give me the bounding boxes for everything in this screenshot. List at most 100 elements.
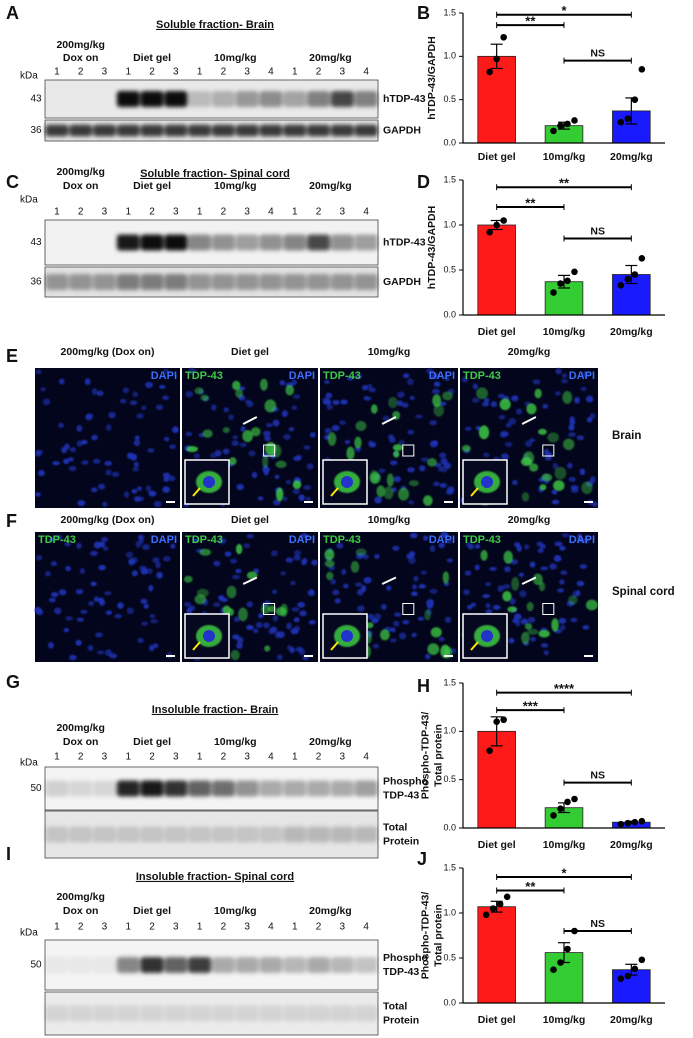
column-title: 10mg/kg [368, 346, 411, 358]
nucleus [560, 624, 566, 631]
nucleus [511, 395, 519, 402]
nucleus [125, 551, 134, 559]
nucleus [159, 384, 166, 389]
bands [116, 234, 378, 251]
lane-number: 3 [102, 752, 108, 763]
nucleus [122, 387, 130, 394]
nucleus [429, 588, 438, 594]
lane-number: 2 [78, 752, 84, 763]
nucleus [374, 496, 382, 504]
nucleus [357, 605, 365, 612]
nucleus [407, 467, 415, 473]
nucleus [551, 489, 558, 495]
group-label: 20mg/kg [309, 180, 352, 192]
nucleus [140, 568, 148, 575]
nucleus [438, 636, 445, 642]
lane-number: 2 [78, 207, 84, 218]
data-point [557, 959, 564, 966]
band [188, 826, 212, 843]
channel-label: TDP-43 [323, 370, 361, 382]
nucleus [286, 645, 293, 650]
data-point [486, 747, 493, 754]
band [116, 957, 140, 973]
nucleus [65, 616, 73, 621]
nucleus [36, 554, 43, 561]
nucleus [163, 436, 170, 442]
data-point [564, 798, 571, 806]
nucleus [258, 613, 264, 619]
nucleus [398, 632, 407, 640]
data-point [550, 812, 557, 819]
channel-label: DAPI [569, 370, 595, 382]
lane-number: 1 [125, 207, 131, 218]
nucleus [292, 394, 301, 399]
nucleus [421, 457, 430, 462]
error-bar [558, 274, 570, 289]
column-title: 20mg/kg [508, 346, 551, 358]
nucleus [65, 565, 72, 572]
nucleus [498, 414, 506, 420]
bar [477, 730, 516, 829]
y-tick-label: 0.5 [443, 952, 456, 962]
cell [430, 627, 442, 638]
band [283, 957, 307, 973]
band-label: GAPDH [383, 124, 421, 136]
band [116, 124, 140, 137]
cell [503, 550, 513, 564]
band [116, 780, 140, 797]
band [69, 780, 93, 797]
nucleus [257, 496, 264, 501]
band [164, 957, 188, 973]
nucleus [80, 439, 88, 445]
nucleus [532, 379, 541, 385]
nucleus [420, 570, 427, 575]
nucleus [467, 543, 474, 550]
nucleus [576, 435, 585, 441]
significance-bracket [563, 57, 632, 64]
band [211, 780, 235, 797]
group-label: Dox on [63, 905, 99, 917]
kda-marker: 50 [30, 783, 42, 794]
nucleus [145, 485, 152, 492]
nucleus [246, 533, 254, 539]
nucleus [439, 483, 447, 489]
significance-label: ** [559, 176, 570, 191]
cell [259, 378, 268, 391]
tdp43-cells [462, 550, 598, 645]
nucleus [483, 452, 490, 458]
white-arrow [521, 576, 537, 585]
band [188, 91, 212, 107]
nucleus [367, 613, 375, 620]
nucleus [519, 590, 527, 598]
nucleus [543, 650, 550, 656]
band [283, 274, 307, 290]
nucleus [141, 621, 148, 626]
nucleus [527, 616, 536, 624]
nucleus [464, 570, 472, 576]
nucleus [75, 589, 84, 595]
nucleus [270, 550, 278, 557]
band [354, 274, 378, 290]
cell [393, 450, 400, 458]
band [330, 826, 354, 843]
cell [392, 444, 404, 451]
nucleus [555, 391, 561, 396]
nucleus [90, 487, 98, 493]
nucleus [124, 491, 130, 498]
nucleus [58, 422, 64, 428]
cell [538, 428, 547, 435]
nucleus [152, 557, 160, 564]
data-point [631, 965, 639, 973]
channel-label: TDP-43 [463, 370, 501, 382]
white-arrow [242, 576, 258, 585]
roi-box [263, 444, 276, 457]
nucleus [131, 488, 138, 494]
nucleus [537, 547, 544, 554]
band [235, 234, 259, 251]
data-point [489, 905, 497, 912]
nucleus [162, 395, 170, 400]
data-point [617, 282, 625, 289]
cell [563, 438, 575, 451]
nucleus [80, 567, 86, 575]
nucleus [51, 592, 59, 598]
